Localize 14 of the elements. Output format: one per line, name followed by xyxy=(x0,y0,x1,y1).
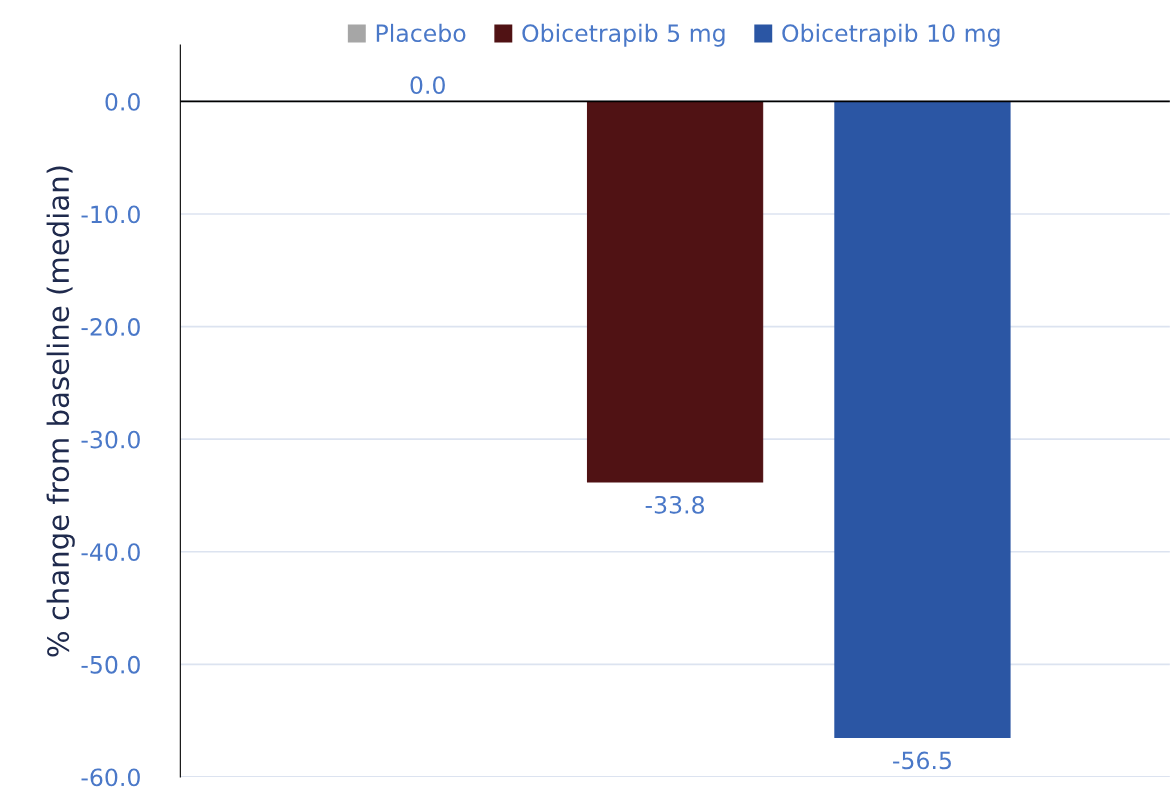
y-axis-title: % change from baseline (median) xyxy=(46,166,75,657)
y-tick-label: -10.0 xyxy=(81,205,140,224)
legend-label: Placebo xyxy=(376,23,466,43)
y-tick-label: -20.0 xyxy=(81,318,140,336)
y-tick-label: -30.0 xyxy=(81,430,140,449)
y-tick-label: 0.0 xyxy=(105,92,140,111)
legend-label: Obicetrapib 5 mg xyxy=(522,23,725,47)
y-tick-label: -60.0 xyxy=(81,768,140,787)
data-label: -33.8 xyxy=(645,495,705,514)
data-label: 0.0 xyxy=(410,76,445,95)
legend-label: Obicetrapib 10 mg xyxy=(782,23,1000,47)
data-label: -56.5 xyxy=(893,751,951,770)
y-tick-label: -50.0 xyxy=(81,655,140,674)
y-tick-label: -40.0 xyxy=(81,543,140,562)
